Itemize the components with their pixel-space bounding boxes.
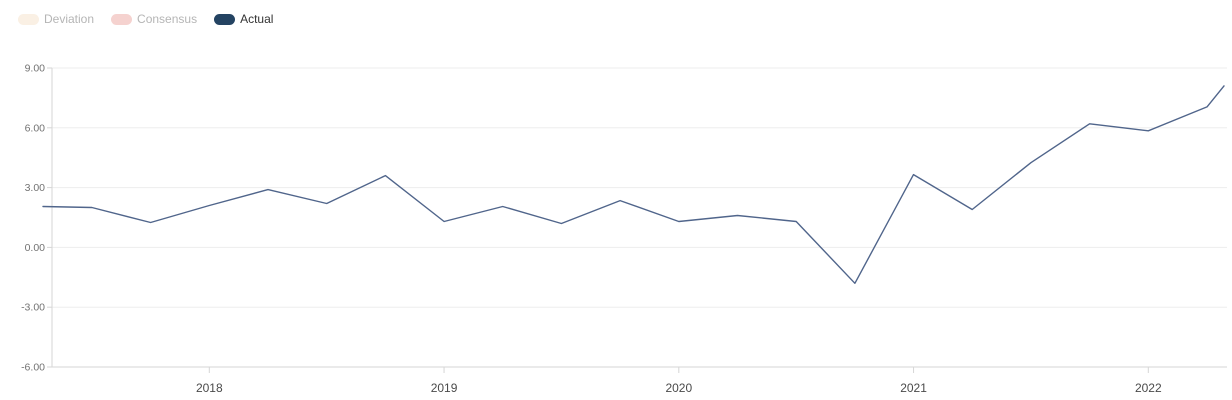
y-tick-label: -3.00	[21, 302, 45, 314]
legend-item-actual[interactable]: Actual	[214, 12, 273, 26]
y-tick-label: -6.00	[21, 362, 45, 374]
legend-label: Deviation	[44, 12, 95, 26]
y-tick-label: 0.00	[25, 242, 46, 254]
legend-swatch-deviation	[18, 13, 39, 25]
x-tick-label: 2019	[431, 381, 458, 395]
legend-swatch-actual	[214, 13, 236, 25]
x-tick-label: 2020	[665, 381, 692, 395]
legend-item-deviation[interactable]: Deviation	[18, 12, 94, 26]
x-tick-label: 2022	[1135, 381, 1162, 395]
y-tick-label: 9.00	[25, 63, 46, 75]
x-tick-label: 2018	[196, 381, 223, 395]
chart-legend: Deviation Consensus Actual	[18, 12, 290, 26]
actual-series-line	[42, 85, 1225, 284]
legend-item-consensus[interactable]: Consensus	[111, 12, 197, 26]
legend-swatch-consensus	[111, 13, 133, 25]
legend-label: Consensus	[137, 12, 198, 26]
y-tick-label: 6.00	[25, 122, 46, 134]
y-tick-label: 3.00	[25, 182, 46, 194]
legend-label: Actual	[240, 12, 274, 26]
x-tick-label: 2021	[900, 381, 927, 395]
